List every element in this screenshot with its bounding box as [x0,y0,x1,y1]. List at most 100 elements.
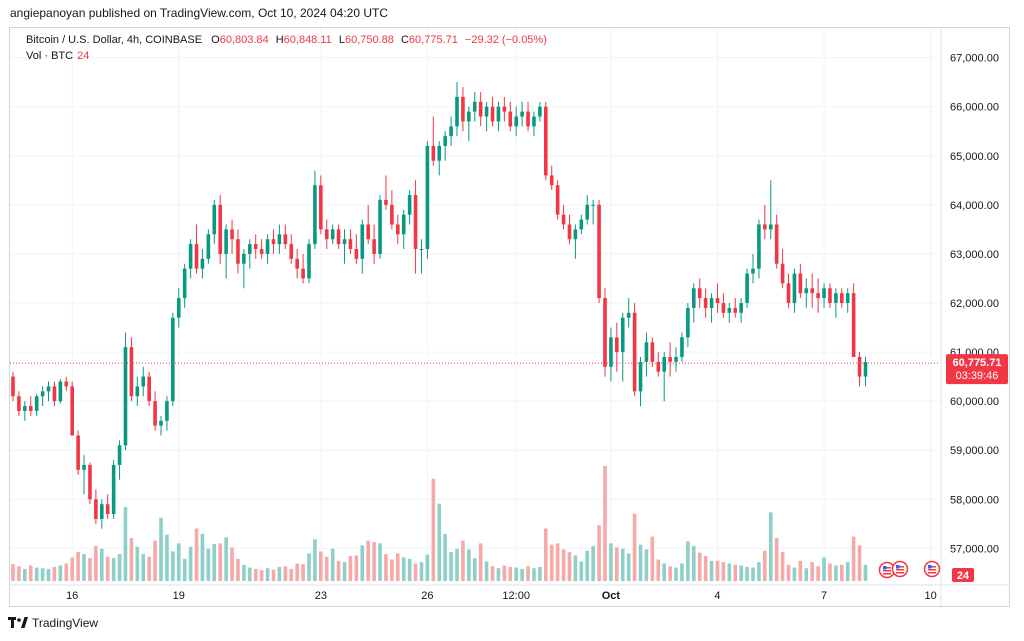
volume-bar [111,558,116,581]
volume-bar [549,544,554,581]
volume-bar [431,478,436,581]
candle-body [461,96,465,122]
time-tick-label: 16 [66,590,78,602]
event-icon-stripe [928,566,936,568]
volume-bar [301,564,305,581]
candle-body [721,303,726,313]
time-tick-label: 12:00 [502,590,530,602]
candle-body [182,268,187,299]
bar-countdown-label: 03:39:46 [956,370,999,382]
candle-body [224,229,228,254]
volume-bar [407,558,412,581]
candle-body [733,307,738,313]
volume-bar [295,563,299,581]
candle-body [834,293,838,303]
volume-bar [555,543,560,581]
candle-body [561,214,566,225]
volume-bar [425,554,430,581]
volume-bar [644,549,649,581]
volume-bar [532,568,536,581]
volume-bar [840,564,844,581]
volume-bar [538,566,542,581]
price-axis[interactable]: 57,000.0058,000.0059,000.0060,000.0061,0… [950,53,999,556]
time-tick-label: 19 [173,590,185,602]
candle-body [538,106,542,117]
symbol-legend[interactable]: Bitcoin / U.S. Dollar, 4h, COINBASE O60,… [26,34,547,46]
volume-bar [845,562,850,581]
event-icon-stripe [896,566,904,568]
candle-body [484,106,489,117]
volume-bar [455,548,459,581]
volume-bar [17,566,21,581]
candle-body [52,386,57,402]
volume-bar [182,558,187,581]
volume-bar [692,546,696,581]
volume-bar [212,544,217,581]
volume-bar [443,533,447,581]
volume-bar [218,543,222,581]
candle-body [23,406,27,411]
volume-bar [141,554,146,581]
candle-body [378,199,382,254]
volume-bar [774,537,779,581]
volume-bar [514,567,518,581]
candle-body [774,224,779,264]
candle-body [248,244,252,254]
volume-bar [348,556,353,581]
close-label: C [400,34,409,46]
high-label: H [275,34,284,46]
volume-bar [153,540,157,581]
volume-bar [715,560,720,581]
event-icon-stripe [896,569,904,571]
time-axis[interactable]: 16 19 23 26 12:00 Oct 4 7 10 [66,590,937,602]
volume-bar [34,567,39,581]
candle-body [100,504,104,519]
volume-bar [804,568,809,581]
event-icon-stripe [883,573,891,575]
volume-bar [336,560,341,581]
candle-body [638,361,643,392]
candle-body [508,111,513,127]
candle-body [467,111,471,122]
candle-body [620,317,625,353]
volume-bar [768,512,773,581]
volume-bar [674,567,678,581]
volume-bar [467,549,471,581]
candle-body [845,293,850,303]
footer-brand[interactable]: TradingView [8,616,98,630]
candle-body [478,101,483,117]
volume-bar [739,565,743,581]
candlestick-chart[interactable]: 57,000.0058,000.0059,000.0060,000.0061,0… [10,28,1009,606]
last-price-badge [946,354,1008,385]
candle-body [141,376,146,387]
volume-bar [786,564,791,581]
volume-bars [11,466,868,581]
volume-bar [727,563,732,581]
candle-body [64,381,69,387]
candle-body [313,185,317,245]
candle-body [242,253,246,264]
candle-body [585,204,590,220]
volume-value-label: 24 [957,570,970,582]
volume-bar [526,566,530,581]
volume-bar [733,564,738,581]
volume-bar [129,537,134,581]
candle-body [514,116,518,127]
candle-body [171,317,175,402]
volume-bar [662,563,666,581]
volume-legend[interactable]: Vol · BTC 24 [26,50,89,62]
volume-bar [94,546,98,581]
candle-body [200,258,205,269]
volume-bar [271,569,276,581]
candle-body [46,386,51,392]
candle-body [863,361,868,377]
volume-label: Vol · BTC [26,50,74,62]
candle-body [265,239,270,254]
candle-body [739,303,743,313]
price-tick-label: 57,000.00 [950,543,999,555]
candle-body [768,224,773,230]
time-tick-label: 10 [924,590,936,602]
volume-bar [40,568,45,581]
candle-body [324,229,329,240]
